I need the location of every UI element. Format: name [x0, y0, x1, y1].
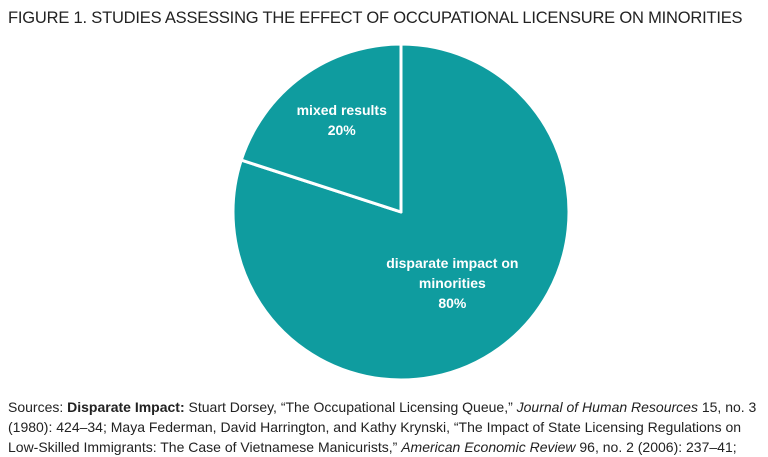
slice-value: 20% [327, 122, 356, 139]
source-journal: Journal of Human Resources [516, 399, 698, 415]
slice-label: disparate impact on minorities 80% [367, 253, 537, 313]
slice-value: 80% [438, 294, 467, 311]
source-heading: Disparate Impact: [67, 399, 185, 415]
source-note: Sources: Disparate Impact: Stuart Dorsey… [8, 397, 760, 457]
slice-label: mixed results 20% [257, 100, 427, 140]
source-text: 96, no. 2 (2006): 237–41; [575, 439, 737, 455]
chart-title: FIGURE 1. STUDIES ASSESSING THE EFFECT O… [8, 9, 743, 27]
source-text: Sources: [8, 399, 68, 415]
slice-name: disparate impact on minorities [386, 254, 519, 291]
pie-slice [239, 42, 403, 214]
slice-name: mixed results [296, 102, 387, 119]
source-text: Stuart Dorsey, “The Occupational Licensi… [184, 399, 517, 415]
chart [231, 42, 571, 382]
pie-slice [231, 42, 571, 382]
source-journal: American Economic Review [401, 439, 576, 455]
source-text: 15, no. 3 (1980): 424–34; Maya Federman,… [8, 399, 757, 455]
